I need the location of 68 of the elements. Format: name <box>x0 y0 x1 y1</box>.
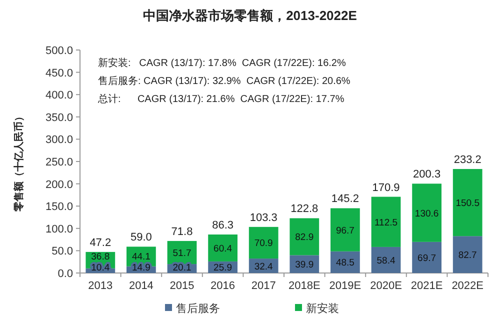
data-label: 44.1 <box>132 252 150 262</box>
data-label: 48.5 <box>336 258 354 269</box>
bar <box>452 236 482 273</box>
y-tick-label: 300.0 <box>45 134 73 146</box>
data-label: 32.4 <box>254 261 273 272</box>
y-tick-label: 100.0 <box>45 223 73 236</box>
total-label: 86.3 <box>212 220 234 232</box>
data-label: 39.9 <box>295 260 314 271</box>
total-label: 59.0 <box>130 232 152 244</box>
bar <box>412 242 442 273</box>
data-label: 60.4 <box>214 243 232 254</box>
y-tick-label: 150.0 <box>45 201 73 214</box>
total-label: 145.2 <box>331 193 359 206</box>
y-axis-title: 零售额（十亿人民币） <box>13 112 25 212</box>
y-tick-label: 200.0 <box>45 178 73 191</box>
y-tick-label: 0.0 <box>58 268 73 280</box>
y-tick-label: 400.0 <box>45 90 73 102</box>
data-label: 25.9 <box>214 262 232 274</box>
x-tick-label: 2019E <box>329 280 362 292</box>
data-label: 112.5 <box>374 217 398 228</box>
data-label: 82.9 <box>295 232 314 244</box>
y-tick-label: 50.0 <box>52 246 73 258</box>
total-label: 200.3 <box>413 168 441 181</box>
bar <box>208 234 238 262</box>
total-label: 71.8 <box>171 226 193 238</box>
legend-label: 售后服务 <box>176 302 220 315</box>
total-label: 233.2 <box>454 154 482 166</box>
x-tick-label: 2020E <box>370 280 402 292</box>
data-label: 10.4 <box>91 262 110 274</box>
y-tick-label: 450.0 <box>45 67 73 80</box>
bar <box>330 208 360 252</box>
bar <box>330 251 360 273</box>
bar <box>452 168 482 236</box>
total-label: 47.2 <box>90 236 112 249</box>
x-tick-label: 2014 <box>128 280 154 292</box>
x-tick-label: 2018E <box>288 280 320 292</box>
data-label: 150.5 <box>456 198 480 210</box>
annotation: 总计: CAGR (13/17): 21.6% CAGR (17/22E): 17.7% <box>97 93 344 105</box>
x-tick-label: 2022E <box>452 280 484 292</box>
data-label: 70.9 <box>254 238 273 250</box>
bar <box>248 226 278 259</box>
legend-label: 新安装 <box>306 302 339 315</box>
y-tick-label: 500.0 <box>45 45 73 57</box>
data-label: 69.7 <box>418 252 436 264</box>
total-label: 103.3 <box>250 212 278 224</box>
x-tick-label: 2013 <box>88 280 113 292</box>
data-label: 36.8 <box>91 252 110 262</box>
x-tick-label: 2017 <box>251 280 276 292</box>
annotation: 售后服务: CAGR (13/17): 32.9% CAGR (17/22E): 20.6% <box>98 75 350 87</box>
data-label: 130.6 <box>414 208 439 220</box>
data-label: 82.7 <box>458 250 477 262</box>
bar <box>371 246 401 273</box>
data-label: 96.7 <box>336 225 354 236</box>
x-tick-label: 2016 <box>210 280 236 292</box>
bar <box>290 218 320 256</box>
bar <box>371 196 401 247</box>
total-label: 170.9 <box>372 182 400 194</box>
bar <box>412 184 442 242</box>
chart-title: 中国净水器市场零售额，2013-2022E <box>143 8 358 23</box>
y-tick-label: 350.0 <box>45 112 73 124</box>
data-label: 58.4 <box>376 255 396 266</box>
data-label: 20.1 <box>172 262 192 274</box>
x-tick-label: 2021E <box>410 280 443 292</box>
data-label: 51.7 <box>172 248 192 260</box>
x-tick-label: 2015 <box>170 280 194 292</box>
y-tick-label: 250.0 <box>45 156 73 168</box>
total-label: 122.8 <box>290 203 318 216</box>
annotation: 新安装: CAGR (13/17): 17.8% CAGR (17/22E): 16.2% <box>98 57 346 69</box>
